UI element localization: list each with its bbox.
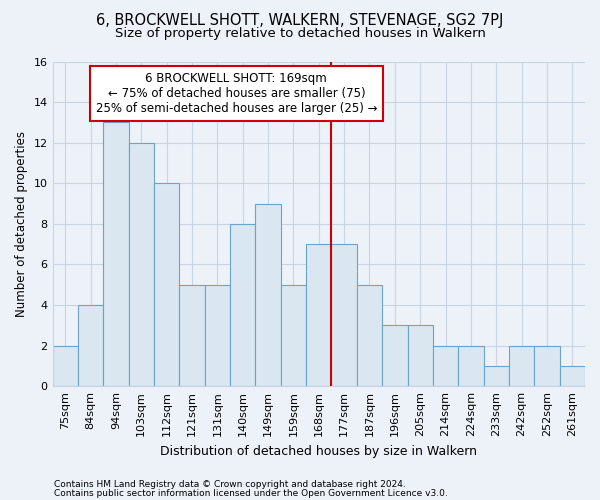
Bar xyxy=(407,326,433,386)
Bar xyxy=(78,305,103,386)
Y-axis label: Number of detached properties: Number of detached properties xyxy=(15,131,28,317)
Bar xyxy=(509,346,534,386)
Bar xyxy=(205,284,230,386)
Bar xyxy=(433,346,458,386)
Bar xyxy=(357,284,382,386)
Bar xyxy=(484,366,509,386)
Text: Contains HM Land Registry data © Crown copyright and database right 2024.: Contains HM Land Registry data © Crown c… xyxy=(54,480,406,489)
Bar xyxy=(560,366,585,386)
Bar xyxy=(306,244,331,386)
Bar xyxy=(458,346,484,386)
Bar xyxy=(382,326,407,386)
Bar xyxy=(154,184,179,386)
Bar xyxy=(179,284,205,386)
Bar xyxy=(103,122,128,386)
X-axis label: Distribution of detached houses by size in Walkern: Distribution of detached houses by size … xyxy=(160,444,477,458)
Bar xyxy=(281,284,306,386)
Bar xyxy=(230,224,256,386)
Text: 6, BROCKWELL SHOTT, WALKERN, STEVENAGE, SG2 7PJ: 6, BROCKWELL SHOTT, WALKERN, STEVENAGE, … xyxy=(97,12,503,28)
Bar xyxy=(128,142,154,386)
Text: Size of property relative to detached houses in Walkern: Size of property relative to detached ho… xyxy=(115,28,485,40)
Bar xyxy=(53,346,78,386)
Bar xyxy=(331,244,357,386)
Bar xyxy=(534,346,560,386)
Bar xyxy=(256,204,281,386)
Text: Contains public sector information licensed under the Open Government Licence v3: Contains public sector information licen… xyxy=(54,489,448,498)
Text: 6 BROCKWELL SHOTT: 169sqm
← 75% of detached houses are smaller (75)
25% of semi-: 6 BROCKWELL SHOTT: 169sqm ← 75% of detac… xyxy=(95,72,377,114)
